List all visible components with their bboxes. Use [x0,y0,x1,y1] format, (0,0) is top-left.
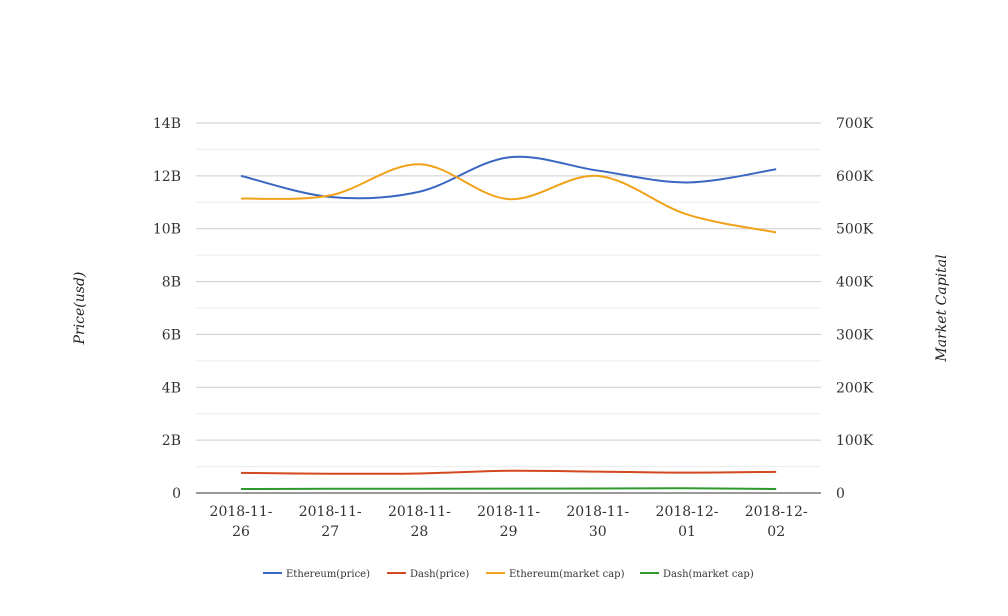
y-tick-label: 12B [153,169,181,185]
x-tick-label-line: 2018-11- [388,504,451,520]
x-tick-label-line: 01 [678,524,696,540]
legend-label-dash-market-cap: Dash(market cap) [663,569,754,580]
y-tick-label: 8B [162,275,181,291]
series-line-ethereum-market-cap [240,163,777,234]
series-line-ethereum-price [240,155,777,200]
x-tick-label-line: 2018-12- [745,504,808,520]
series-line-dash-price [240,469,777,475]
x-tick-label-line: 2018-11- [299,504,362,520]
y-tick-label: 0 [172,486,181,502]
y2-tick-label: 600K [836,169,874,185]
y2-tick-label: 700K [836,116,874,132]
x-tick-label-line: 02 [767,524,785,540]
y-tick-label: 10B [153,222,181,238]
y-tick-label: 4B [162,380,181,396]
x-tick-label-line: 2018-11- [210,504,273,520]
right-axis-ticks: 0 100K 200K 300K 400K 500K 600K 700K [836,116,874,502]
x-tick-label-line: 27 [321,524,339,540]
y-tick-label: 2B [162,433,181,449]
y2-tick-label: 500K [836,222,874,238]
y2-tick-label: 0 [836,486,845,502]
x-tick-label-line: 29 [500,524,518,540]
x-tick-label: 2018-11- 27 [299,504,362,540]
left-axis-ticks: 0 2B 4B 6B 8B 10B 12B 14B [153,116,181,502]
legend: Ethereum(price) Dash(price) Ethereum(marke… [263,569,754,580]
y-axis-title: Price(usd) [72,272,88,346]
x-axis-ticks: 2018-11- 26 2018-11- 27 2018-11- 28 2018-11- 29… [210,504,808,540]
y2-axis-title: Market Capital [934,254,950,362]
y-tick-label: 14B [153,116,181,132]
x-tick-label-line: 2018-12- [656,504,719,520]
x-tick-label-line: 26 [232,524,250,540]
y2-tick-label: 200K [836,380,874,396]
legend-label-ethereum-market-cap: Ethereum(market cap) [509,569,625,580]
x-tick-label-line: 2018-11- [566,504,629,520]
x-tick-label-line: 2018-11- [477,504,540,520]
x-tick-label: 2018-11- 30 [566,504,629,540]
series-lines [240,155,777,491]
x-tick-label-line: 28 [410,524,428,540]
x-tick-label: 2018-11- 26 [210,504,273,540]
x-tick-label: 2018-11- 28 [388,504,451,540]
series-line-dash-market-cap [240,487,777,491]
y2-tick-label: 300K [836,327,874,343]
x-tick-label: 2018-11- 29 [477,504,540,540]
y2-tick-label: 100K [836,433,874,449]
grid-lines [196,122,821,468]
y-tick-label: 6B [162,327,181,343]
legend-label-dash-price: Dash(price) [410,569,469,580]
legend-label-ethereum-price: Ethereum(price) [286,569,370,580]
x-tick-label-line: 30 [589,524,607,540]
x-tick-label: 2018-12- 01 [656,504,719,540]
y2-tick-label: 400K [836,275,874,291]
x-tick-label: 2018-12- 02 [745,504,808,540]
